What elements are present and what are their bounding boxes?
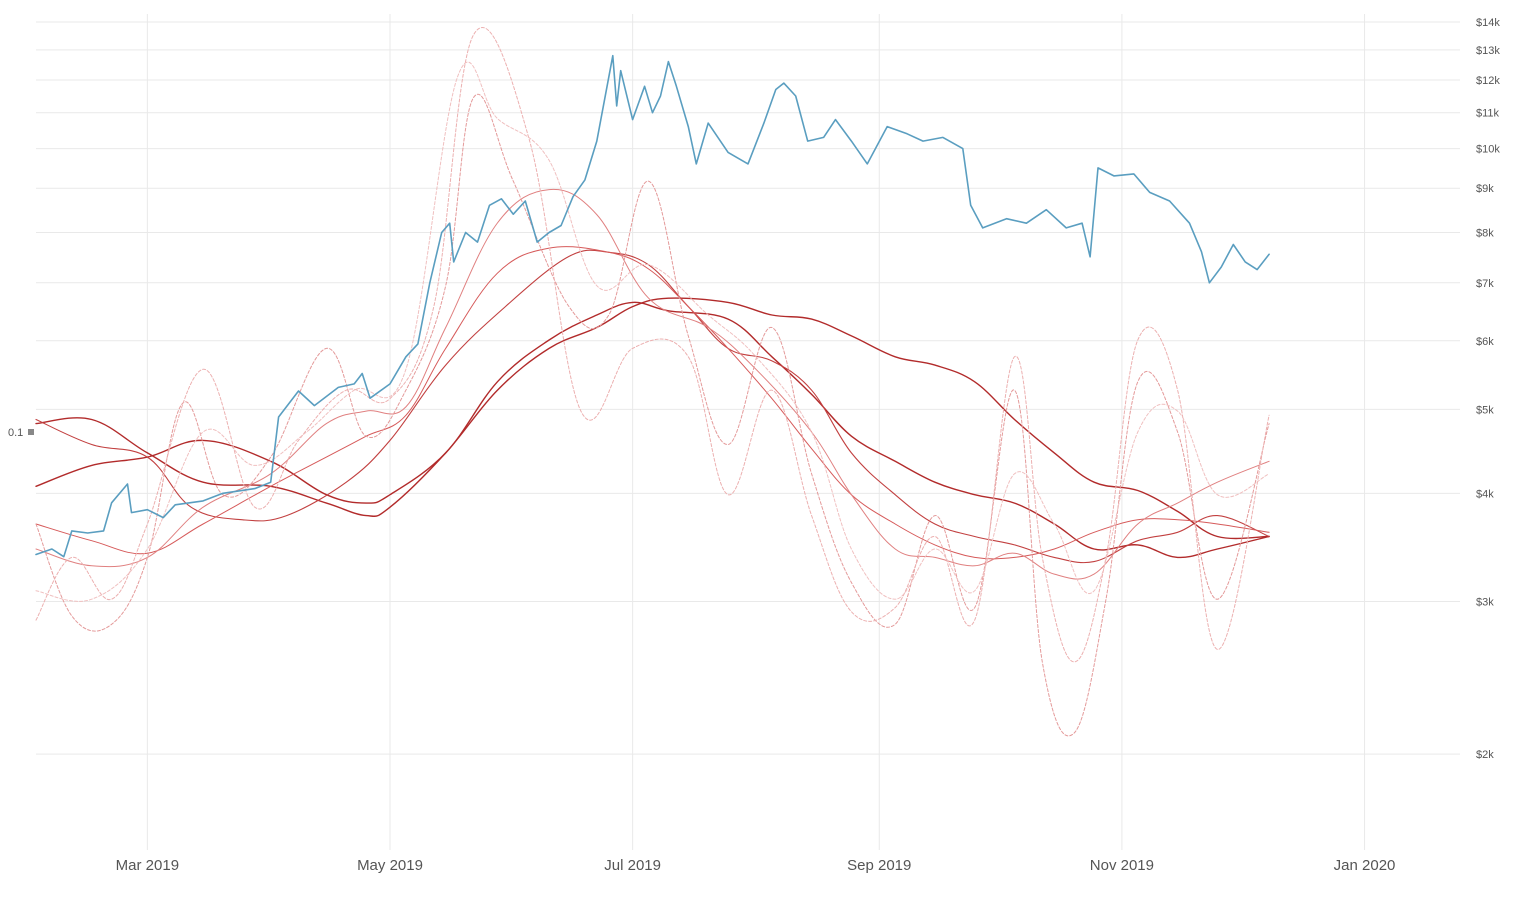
- indicator-solid-line: [35, 188, 1270, 580]
- y-tick-label: $6k: [1476, 336, 1494, 348]
- price-series-line: [35, 54, 1270, 558]
- y-tick-label: $9k: [1476, 183, 1494, 195]
- indicator-solid-line: [35, 246, 1270, 560]
- indicator-solid-line: [35, 249, 1270, 564]
- left-y-tick-marker: [28, 429, 34, 435]
- indicator-solid-line: [35, 301, 1270, 559]
- y-tick-label: $5k: [1476, 404, 1494, 416]
- left-y-tick-label: 0.1: [8, 427, 23, 439]
- y-tick-label: $2k: [1476, 749, 1494, 761]
- y-axis-ticks: $2k $3k $4k $5k $6k $7k $8k $9k $10k $11k $12k $13k…: [8, 17, 1500, 761]
- y-tick-label: $10k: [1476, 144, 1500, 156]
- x-tick-label: Jan 2020: [1334, 857, 1396, 874]
- indicator-dashed-line: [35, 94, 1270, 737]
- x-axis-ticks: Mar 2019 May 2019 Jul 2019 Sep 2019 Nov 2019…: [116, 857, 1396, 874]
- x-tick-label: Nov 2019: [1090, 857, 1154, 874]
- y-tick-label: $12k: [1476, 75, 1500, 87]
- y-tick-label: $14k: [1476, 17, 1500, 29]
- y-tick-label: $11k: [1476, 108, 1500, 120]
- indicator-dashed-line: [35, 27, 1270, 663]
- x-tick-label: May 2019: [357, 857, 423, 874]
- grid-lines: [36, 14, 1460, 850]
- x-tick-label: Sep 2019: [847, 857, 911, 874]
- y-tick-label: $7k: [1476, 278, 1494, 290]
- y-tick-label: $4k: [1476, 488, 1494, 500]
- x-tick-label: Mar 2019: [116, 857, 179, 874]
- series-lines: [35, 27, 1270, 737]
- indicator-dashed-line: [35, 61, 1270, 602]
- y-tick-label: $3k: [1476, 597, 1494, 609]
- indicator-solid-line: [35, 297, 1270, 540]
- y-tick-label: $13k: [1476, 45, 1500, 57]
- x-tick-label: Jul 2019: [604, 857, 661, 874]
- y-tick-label: $8k: [1476, 228, 1494, 240]
